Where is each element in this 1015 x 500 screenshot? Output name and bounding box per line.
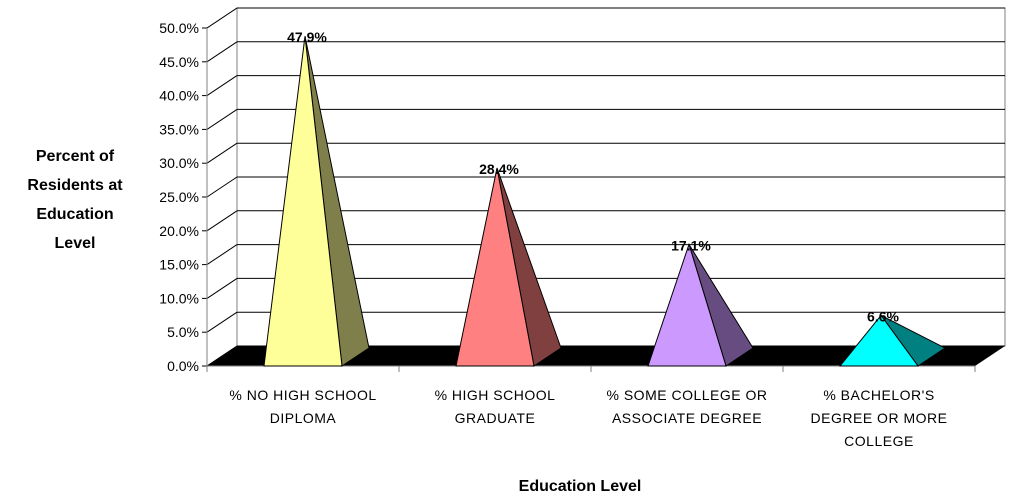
gridline-side	[206, 108, 238, 130]
gridline-side	[206, 75, 238, 97]
y-axis-title-line: Level	[54, 235, 96, 252]
x-category-label: % HIGH SCHOOL GRADUATE	[400, 384, 590, 430]
y-tick-label: 20.0%	[159, 223, 199, 239]
y-axis-title: Percent of Residents at Education Level	[10, 142, 140, 258]
x-category-label: % NO HIGH SCHOOL DIPLOMA	[208, 384, 398, 430]
x-axis-title: Education Level	[518, 478, 642, 495]
x-category-label-line: DEGREE OR MORE	[810, 410, 948, 426]
y-tick-label: 35.0%	[159, 121, 199, 137]
x-category-label: % SOME COLLEGE OR ASSOCIATE DEGREE	[592, 384, 782, 430]
y-tick-label: 0.0%	[167, 358, 199, 374]
floor-slab	[207, 346, 1005, 366]
pyramid-bar	[647, 242, 754, 367]
x-category-label: % BACHELOR'S DEGREE OR MORE COLLEGE	[784, 384, 974, 453]
x-category-label-line: % NO HIGH SCHOOL	[229, 387, 377, 403]
y-tick-label: 45.0%	[159, 54, 199, 70]
gridline-side	[206, 210, 238, 232]
y-axis-title-line: Percent of	[35, 148, 115, 165]
x-category-label-line: ASSOCIATE DEGREE	[611, 410, 763, 426]
data-label: 6.6%	[867, 308, 899, 324]
gridline-side	[206, 244, 238, 266]
data-label: 47.9%	[287, 29, 327, 45]
y-tick-label: 50.0%	[159, 20, 199, 36]
y-tick-label: 10.0%	[159, 290, 199, 306]
gridlines	[206, 7, 1005, 367]
gridline-side	[206, 7, 238, 29]
y-tick-label: 25.0%	[159, 189, 199, 205]
y-axis-title-line: Residents at	[27, 177, 123, 194]
x-category-label-line: % BACHELOR'S	[823, 387, 935, 403]
gridline-side	[206, 277, 238, 299]
pyramid-bar	[263, 36, 370, 367]
data-label: 17.1%	[671, 237, 711, 253]
x-category-label-line: DIPLOMA	[269, 410, 337, 426]
pyramid-front-face	[455, 167, 535, 367]
pyramid-bar	[455, 167, 562, 367]
gridline-side	[206, 176, 238, 198]
pyramid-front-face	[647, 242, 727, 367]
pyramid-bars	[263, 36, 946, 367]
data-label: 28.4%	[479, 161, 519, 177]
x-category-label-line: GRADUATE	[454, 410, 536, 426]
y-axis-ticks: 0.0% 5.0% 10.0% 15.0% 20.0% 25.0% 30.0% 35.0% 40…	[159, 20, 208, 374]
gridline-side	[206, 311, 238, 333]
y-axis-title-line: Education	[36, 206, 114, 223]
data-labels: 47.9% 28.4% 17.1% 6.6%	[287, 29, 899, 324]
pyramid-front-face	[263, 36, 343, 367]
gridline-side	[206, 142, 238, 164]
y-tick-label: 30.0%	[159, 155, 199, 171]
y-tick-label: 5.0%	[167, 324, 199, 340]
gridline-side	[206, 41, 238, 63]
x-category-label-line: % SOME COLLEGE OR	[606, 387, 768, 403]
y-tick-label: 40.0%	[159, 88, 199, 104]
x-category-label-line: % HIGH SCHOOL	[434, 387, 556, 403]
x-category-label-line: COLLEGE	[844, 433, 914, 449]
pyramid-front-face	[838, 314, 919, 367]
pyramid-bar	[838, 314, 946, 367]
y-tick-label: 15.0%	[159, 257, 199, 273]
